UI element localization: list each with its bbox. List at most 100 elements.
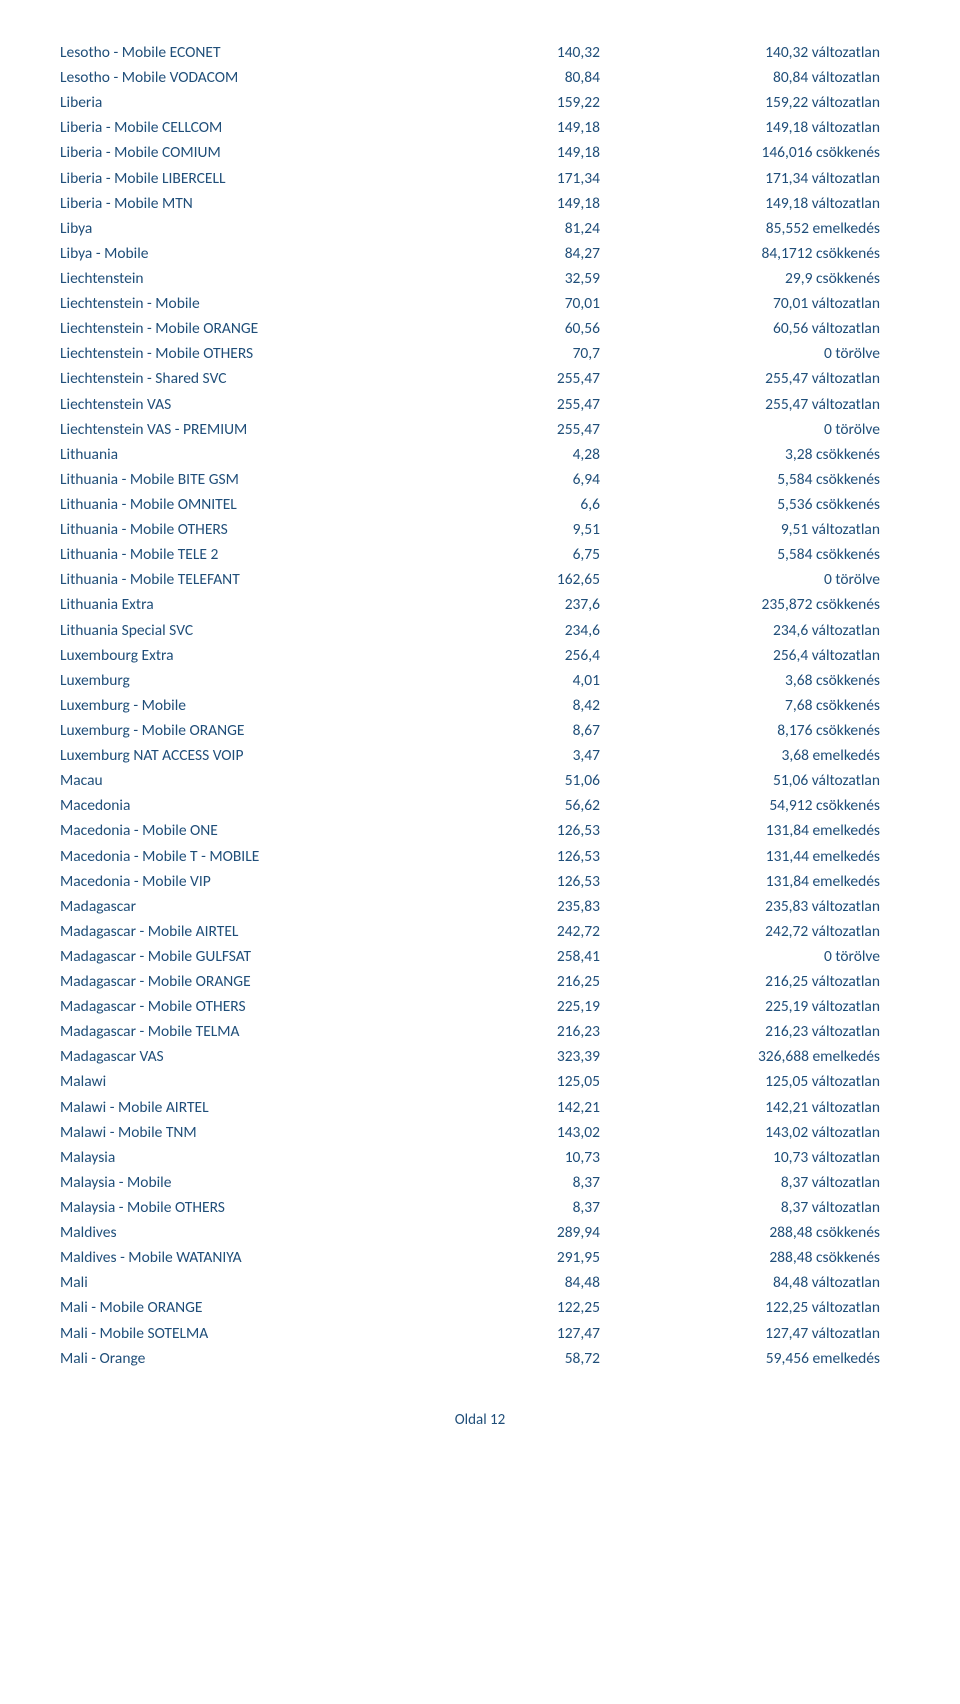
destination-name: Madagascar VAS bbox=[60, 1044, 430, 1069]
value-old: 291,95 bbox=[430, 1245, 610, 1270]
value-new-status: 149,18 változatlan bbox=[610, 191, 900, 216]
value-old: 323,39 bbox=[430, 1044, 610, 1069]
table-row: Madagascar - Mobile AIRTEL242,72242,72 v… bbox=[60, 919, 900, 944]
value-new-status: 142,21 változatlan bbox=[610, 1095, 900, 1120]
value-new-status: 131,84 emelkedés bbox=[610, 869, 900, 894]
table-row: Mali84,4884,48 változatlan bbox=[60, 1270, 900, 1295]
destination-name: Lithuania - Mobile BITE GSM bbox=[60, 467, 430, 492]
table-row: Macedonia56,6254,912 csökkenés bbox=[60, 793, 900, 818]
value-old: 142,21 bbox=[430, 1095, 610, 1120]
table-row: Malaysia - Mobile OTHERS8,378,37 változa… bbox=[60, 1195, 900, 1220]
value-new-status: 3,68 emelkedés bbox=[610, 743, 900, 768]
value-new-status: 84,48 változatlan bbox=[610, 1270, 900, 1295]
destination-name: Macedonia - Mobile T - MOBILE bbox=[60, 844, 430, 869]
table-row: Mali - Mobile ORANGE122,25122,25 változa… bbox=[60, 1295, 900, 1320]
destination-name: Mali bbox=[60, 1270, 430, 1295]
value-old: 162,65 bbox=[430, 567, 610, 592]
destination-name: Mali - Orange bbox=[60, 1346, 430, 1371]
destination-name: Malawi - Mobile AIRTEL bbox=[60, 1095, 430, 1120]
value-new-status: 288,48 csökkenés bbox=[610, 1245, 900, 1270]
value-new-status: 255,47 változatlan bbox=[610, 366, 900, 391]
table-row: Luxemburg - Mobile8,427,68 csökkenés bbox=[60, 693, 900, 718]
table-row: Macedonia - Mobile ONE126,53131,84 emelk… bbox=[60, 818, 900, 843]
value-old: 143,02 bbox=[430, 1120, 610, 1145]
table-row: Luxemburg4,013,68 csökkenés bbox=[60, 668, 900, 693]
destination-name: Madagascar - Mobile AIRTEL bbox=[60, 919, 430, 944]
value-new-status: 122,25 változatlan bbox=[610, 1295, 900, 1320]
table-row: Libya - Mobile84,2784,1712 csökkenés bbox=[60, 241, 900, 266]
value-old: 8,37 bbox=[430, 1170, 610, 1195]
destination-name: Macedonia - Mobile VIP bbox=[60, 869, 430, 894]
destination-name: Liberia - Mobile CELLCOM bbox=[60, 115, 430, 140]
destination-name: Liechtenstein VAS - PREMIUM bbox=[60, 417, 430, 442]
value-old: 122,25 bbox=[430, 1295, 610, 1320]
value-old: 256,4 bbox=[430, 643, 610, 668]
value-old: 255,47 bbox=[430, 417, 610, 442]
destination-name: Malawi - Mobile TNM bbox=[60, 1120, 430, 1145]
table-row: Liberia - Mobile COMIUM149,18146,016 csö… bbox=[60, 140, 900, 165]
value-old: 149,18 bbox=[430, 191, 610, 216]
destination-name: Luxemburg - Mobile bbox=[60, 693, 430, 718]
value-new-status: 255,47 változatlan bbox=[610, 392, 900, 417]
table-row: Lithuania - Mobile BITE GSM6,945,584 csö… bbox=[60, 467, 900, 492]
value-old: 58,72 bbox=[430, 1346, 610, 1371]
value-new-status: 216,23 változatlan bbox=[610, 1019, 900, 1044]
value-old: 70,7 bbox=[430, 341, 610, 366]
value-old: 255,47 bbox=[430, 366, 610, 391]
table-row: Liechtenstein - Mobile ORANGE60,5660,56 … bbox=[60, 316, 900, 341]
value-old: 159,22 bbox=[430, 90, 610, 115]
destination-name: Mali - Mobile SOTELMA bbox=[60, 1321, 430, 1346]
value-new-status: 59,456 emelkedés bbox=[610, 1346, 900, 1371]
table-row: Malawi - Mobile AIRTEL142,21142,21 válto… bbox=[60, 1095, 900, 1120]
table-row: Madagascar235,83235,83 változatlan bbox=[60, 894, 900, 919]
value-new-status: 10,73 változatlan bbox=[610, 1145, 900, 1170]
value-new-status: 288,48 csökkenés bbox=[610, 1220, 900, 1245]
value-new-status: 7,68 csökkenés bbox=[610, 693, 900, 718]
destination-name: Maldives - Mobile WATANIYA bbox=[60, 1245, 430, 1270]
value-new-status: 29,9 csökkenés bbox=[610, 266, 900, 291]
table-row: Liberia - Mobile CELLCOM149,18149,18 vál… bbox=[60, 115, 900, 140]
value-new-status: 85,552 emelkedés bbox=[610, 216, 900, 241]
table-row: Liechtenstein32,5929,9 csökkenés bbox=[60, 266, 900, 291]
destination-name: Madagascar bbox=[60, 894, 430, 919]
value-new-status: 5,584 csökkenés bbox=[610, 467, 900, 492]
page-footer: Oldal 12 bbox=[60, 1411, 900, 1429]
destination-name: Liechtenstein - Mobile bbox=[60, 291, 430, 316]
value-old: 216,25 bbox=[430, 969, 610, 994]
table-row: Malaysia10,7310,73 változatlan bbox=[60, 1145, 900, 1170]
destination-name: Liechtenstein - Mobile ORANGE bbox=[60, 316, 430, 341]
destination-name: Mali - Mobile ORANGE bbox=[60, 1295, 430, 1320]
value-old: 8,37 bbox=[430, 1195, 610, 1220]
destination-name: Luxemburg NAT ACCESS VOIP bbox=[60, 743, 430, 768]
value-old: 216,23 bbox=[430, 1019, 610, 1044]
value-new-status: 5,536 csökkenés bbox=[610, 492, 900, 517]
table-row: Lesotho - Mobile ECONET140,32140,32 vált… bbox=[60, 40, 900, 65]
destination-name: Liechtenstein VAS bbox=[60, 392, 430, 417]
value-old: 289,94 bbox=[430, 1220, 610, 1245]
value-old: 81,24 bbox=[430, 216, 610, 241]
table-row: Macedonia - Mobile T - MOBILE126,53131,4… bbox=[60, 844, 900, 869]
table-row: Madagascar - Mobile ORANGE216,25216,25 v… bbox=[60, 969, 900, 994]
table-row: Madagascar - Mobile TELMA216,23216,23 vá… bbox=[60, 1019, 900, 1044]
destination-name: Luxemburg bbox=[60, 668, 430, 693]
value-old: 84,48 bbox=[430, 1270, 610, 1295]
value-new-status: 216,25 változatlan bbox=[610, 969, 900, 994]
value-old: 6,6 bbox=[430, 492, 610, 517]
value-old: 225,19 bbox=[430, 994, 610, 1019]
destination-name: Madagascar - Mobile GULFSAT bbox=[60, 944, 430, 969]
value-old: 84,27 bbox=[430, 241, 610, 266]
destination-name: Lesotho - Mobile ECONET bbox=[60, 40, 430, 65]
value-new-status: 131,84 emelkedés bbox=[610, 818, 900, 843]
value-new-status: 171,34 változatlan bbox=[610, 166, 900, 191]
table-row: Liechtenstein - Mobile70,0170,01 változa… bbox=[60, 291, 900, 316]
value-new-status: 9,51 változatlan bbox=[610, 517, 900, 542]
destination-name: Lesotho - Mobile VODACOM bbox=[60, 65, 430, 90]
value-new-status: 149,18 változatlan bbox=[610, 115, 900, 140]
value-old: 10,73 bbox=[430, 1145, 610, 1170]
table-row: Liberia - Mobile MTN149,18149,18 változa… bbox=[60, 191, 900, 216]
value-old: 127,47 bbox=[430, 1321, 610, 1346]
value-new-status: 234,6 változatlan bbox=[610, 618, 900, 643]
value-new-status: 3,68 csökkenés bbox=[610, 668, 900, 693]
destination-name: Luxemburg - Mobile ORANGE bbox=[60, 718, 430, 743]
value-new-status: 127,47 változatlan bbox=[610, 1321, 900, 1346]
